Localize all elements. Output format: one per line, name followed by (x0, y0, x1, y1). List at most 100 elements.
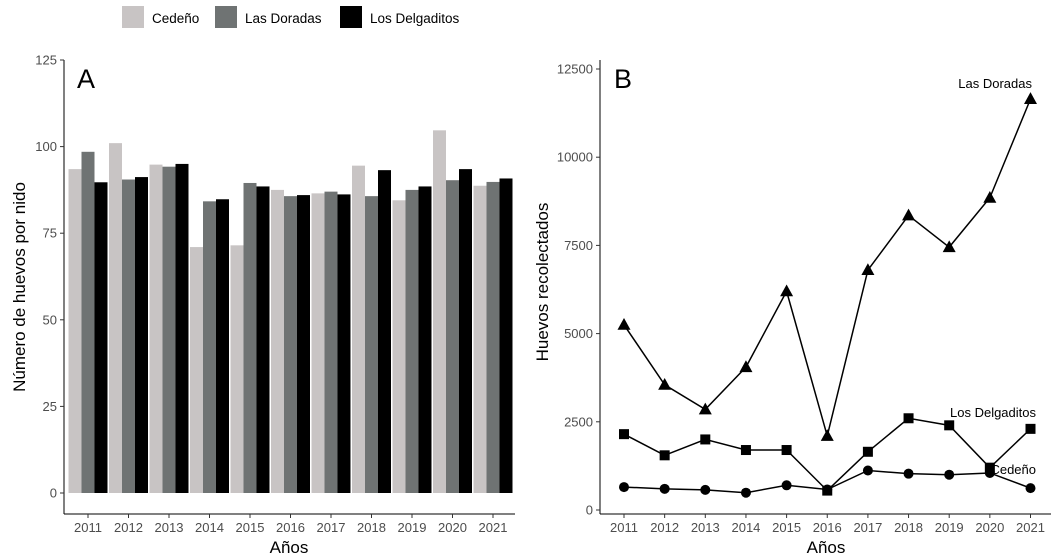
panel-a-x-tick-label-9: 2020 (438, 520, 467, 535)
bar-2020-s0 (433, 130, 446, 493)
marker-s1-2011 (619, 429, 629, 440)
legend-label-2: Los Delgaditos (370, 11, 460, 26)
bar-2018-s2 (378, 170, 391, 493)
panel-b-y-tick-label-3: 7500 (564, 238, 593, 253)
panel-b-x-tick-label-9: 2020 (975, 520, 1004, 535)
panel-a-x-tick-label-3: 2014 (195, 520, 224, 535)
bar-2016-s2 (297, 195, 310, 493)
panel-b-x-tick-label-2: 2013 (691, 520, 720, 535)
panel-b-x-tick-label-6: 2017 (853, 520, 882, 535)
bar-2016-s0 (271, 189, 284, 493)
marker-s2-2014 (740, 487, 751, 498)
bar-2011-s0 (68, 169, 82, 493)
bar-2015-s2 (256, 186, 270, 493)
panel-a-x-ticks: 2011 2012 2013 2014 2015 2016 2017 2018 2019 2020… (74, 514, 507, 535)
bar-2013-s2 (175, 163, 189, 494)
bar-2021-s2 (499, 178, 513, 493)
panel-a-x-title: Años (270, 538, 309, 557)
legend: Cedeño Las Doradas Los Delgaditos (122, 6, 460, 28)
legend-swatch-2 (340, 6, 362, 28)
panel-b-y-title: Huevos recolectados (533, 203, 552, 362)
legend-swatch-1 (215, 6, 237, 28)
marker-s1-2012 (659, 450, 670, 461)
bar-2017-s0 (311, 193, 325, 494)
bar-2014-s2 (216, 199, 229, 493)
bar-2013-s0 (149, 164, 163, 494)
panel-a-y-tick-label-4: 100 (35, 139, 57, 154)
marker-s1-2017 (862, 446, 873, 457)
panel-a-x-tick-label-4: 2015 (236, 520, 265, 535)
marker-s0-2016 (820, 429, 834, 441)
legend-label-0: Cedeño (152, 11, 199, 26)
bar-2016-s1 (284, 196, 297, 493)
marker-s0-2020 (983, 190, 997, 203)
marker-s2-2020 (984, 467, 995, 478)
panel-b-x-title: Años (807, 538, 846, 557)
legend-label-1: Las Doradas (245, 11, 322, 26)
marker-s2-2018 (903, 468, 914, 479)
panel-a-x-tick-label-1: 2012 (114, 520, 143, 535)
bar-2020-s2 (459, 169, 472, 493)
bar-2015-s1 (243, 182, 257, 493)
panel-a-x-tick-label-6: 2017 (317, 520, 346, 535)
panel-a-x-tick-label-10: 2021 (479, 520, 508, 535)
marker-s1-2019 (944, 420, 955, 431)
bar-2017-s2 (337, 194, 351, 493)
bar-2012-s1 (122, 179, 135, 493)
bar-2021-s1 (486, 181, 500, 493)
marker-s1-2020 (984, 462, 995, 473)
marker-s2-2021 (1025, 483, 1036, 494)
panel-b-x-tick-label-3: 2014 (731, 520, 760, 535)
panel-a-y-ticks: 0 25 50 75 100 125 (35, 53, 64, 501)
bar-2014-s1 (203, 201, 216, 493)
line-series-0 (623, 98, 1032, 439)
marker-s2-2012 (659, 483, 670, 494)
panel-b-x-tick-label-10: 2021 (1016, 520, 1045, 535)
panel-a-y-tick-label-3: 75 (43, 226, 57, 241)
bar-2011-s1 (81, 151, 95, 494)
marker-s0-2014 (739, 360, 753, 373)
bar-2012-s0 (109, 143, 122, 493)
marker-s0-2019 (942, 240, 956, 253)
marker-s2-2016 (822, 484, 833, 495)
panel-a-y-tick-label-5: 125 (35, 53, 57, 68)
panel-b-y-tick-label-4: 10000 (557, 150, 593, 165)
panel-a-y-tick-label-1: 25 (43, 399, 57, 414)
panel-a-x-tick-label-7: 2018 (357, 520, 386, 535)
bar-2011-s2 (94, 182, 108, 493)
panel-b-y-ticks: 0 2500 5000 7500 10000 12500 (557, 62, 600, 518)
panel-b-y-tick-label-0: 0 (586, 503, 593, 518)
panel-b-x-tick-label-4: 2015 (772, 520, 801, 535)
legend-swatch-0 (122, 6, 144, 28)
panel-a: A 0 25 50 75 100 125 2011 2012 2013 2014 2015 2016… (10, 53, 515, 557)
panel-a-y-title: Número de huevos por nido (10, 182, 29, 392)
marker-s2-2015 (781, 480, 792, 491)
marker-s2-2013 (700, 484, 711, 495)
bar-2017-s1 (324, 191, 338, 493)
marker-s1-2015 (781, 445, 792, 456)
panel-b-x-tick-label-7: 2018 (894, 520, 923, 535)
panel-a-x-tick-label-8: 2019 (398, 520, 427, 535)
marker-s0-2011 (617, 317, 631, 330)
bar-2019-s2 (418, 186, 432, 493)
panel-b-y-tick-label-2: 5000 (564, 326, 593, 341)
bar-2021-s0 (473, 185, 487, 494)
panel-b-series-labels: Las Doradas Los Delgaditos Cedeño (950, 76, 1036, 477)
marker-s0-2015 (780, 284, 794, 297)
bar-2018-s0 (352, 165, 365, 493)
panel-b-x-tick-label-8: 2019 (935, 520, 964, 535)
series-label-0: Las Doradas (958, 76, 1032, 91)
bars-a (68, 130, 513, 494)
bar-2015-s0 (230, 245, 244, 493)
panel-b-x-tick-label-1: 2012 (650, 520, 679, 535)
panel-a-x-tick-label-0: 2011 (74, 520, 102, 535)
marker-s0-2017 (861, 263, 875, 276)
panel-a-y-tick-label-0: 0 (50, 486, 57, 501)
panel-a-x-tick-label-5: 2016 (276, 520, 305, 535)
marker-s2-2017 (862, 465, 873, 476)
panel-b-x-ticks: 2011 2012 2013 2014 2015 2016 2017 2018 2019 2020… (610, 514, 1045, 535)
panel-b-x-tick-label-5: 2016 (813, 520, 842, 535)
bar-2013-s1 (162, 166, 176, 493)
